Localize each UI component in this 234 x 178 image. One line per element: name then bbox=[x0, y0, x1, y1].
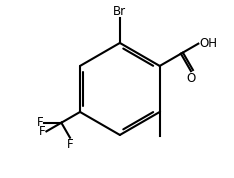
Text: O: O bbox=[186, 72, 196, 85]
Text: F: F bbox=[37, 116, 43, 129]
Text: F: F bbox=[39, 125, 46, 138]
Text: F: F bbox=[67, 138, 73, 151]
Text: OH: OH bbox=[199, 37, 217, 50]
Text: Br: Br bbox=[113, 5, 126, 18]
